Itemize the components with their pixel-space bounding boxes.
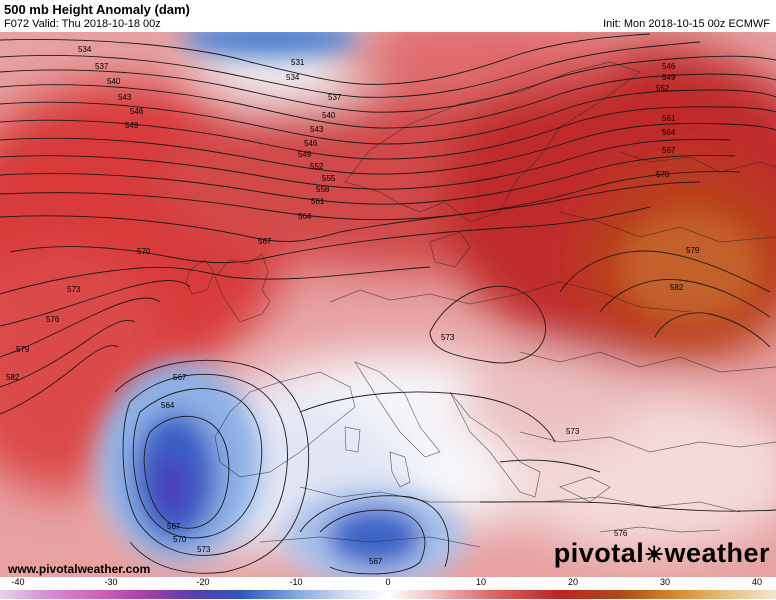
contour-label: 573 (197, 545, 211, 554)
contour-label: 543 (118, 93, 132, 102)
colorbar-tick: -20 (196, 577, 210, 587)
contour-label: 564 (161, 401, 175, 410)
contour-label: 552 (310, 162, 324, 171)
height-contours (0, 33, 776, 575)
colorbar-tick: -10 (289, 577, 303, 587)
contour-label: 567 (173, 373, 187, 382)
map-header: 500 mb Height Anomaly (dam) F072 Valid: … (0, 0, 776, 32)
contour-label: 549 (125, 121, 139, 130)
colorbar: -40 -30 -20 -10 0 10 20 30 40 (0, 577, 776, 600)
brand-word-left: pivotal (553, 538, 645, 568)
contour-label: 543 (310, 125, 324, 134)
contour-label: 567 (258, 237, 272, 246)
contour-label: 573 (566, 427, 580, 436)
contour-label: 540 (107, 77, 121, 86)
colorbar-tick: 20 (567, 577, 579, 587)
contour-label: 546 (130, 107, 144, 116)
contour-label: 561 (311, 197, 325, 206)
contour-label: 540 (322, 111, 336, 120)
brand-logo: pivotal☀weather (554, 538, 770, 569)
contour-label: 561 (662, 114, 676, 123)
contour-label: 579 (686, 246, 700, 255)
contour-label: 555 (322, 174, 336, 183)
contour-label: 573 (441, 333, 455, 342)
colorbar-ticks: -40 -30 -20 -10 0 10 20 30 40 (0, 577, 776, 589)
colorbar-tick: 10 (475, 577, 487, 587)
sun-icon: ☀ (644, 542, 665, 567)
contour-label: 570 (137, 247, 151, 256)
contour-label: 552 (656, 84, 670, 93)
contour-label: 537 (328, 93, 342, 102)
map-title: 500 mb Height Anomaly (dam) (4, 2, 190, 17)
contour-label: 537 (95, 62, 109, 71)
contour-label: 558 (316, 185, 330, 194)
contour-label: 546 (662, 62, 676, 71)
contour-label: 534 (78, 45, 92, 54)
contour-labels: 534 537 540 543 546 549 531 534 537 540 … (6, 45, 700, 566)
contour-label: 579 (16, 345, 30, 354)
colorbar-strip (0, 590, 776, 599)
contour-label: 570 (173, 535, 187, 544)
coastlines (185, 61, 776, 548)
contour-label: 582 (670, 283, 684, 292)
colorbar-tick: 0 (385, 577, 391, 587)
init-time: Init: Mon 2018-10-15 00z ECMWF (603, 18, 770, 30)
colorbar-tick: -30 (104, 577, 118, 587)
contour-label: 567 (167, 522, 181, 531)
contour-label: 531 (291, 58, 305, 67)
contour-label: 567 (662, 146, 676, 155)
contour-label: 549 (662, 73, 676, 82)
height-anomaly-map: 534 537 540 543 546 549 531 534 537 540 … (0, 32, 776, 577)
colorbar-tick: 40 (751, 577, 763, 587)
map-canvas: 534 537 540 543 546 549 531 534 537 540 … (0, 32, 776, 577)
colorbar-tick: -40 (11, 577, 25, 587)
contour-label: 576 (614, 529, 628, 538)
contour-label: 549 (298, 150, 312, 159)
contour-label: 570 (656, 170, 670, 179)
website-watermark: www.pivotalweather.com (8, 562, 151, 576)
brand-word-right: weather (664, 538, 770, 568)
contour-label: 564 (298, 212, 312, 221)
contour-label: 534 (286, 73, 300, 82)
contour-label: 582 (6, 373, 20, 382)
colorbar-tick: 30 (659, 577, 671, 587)
valid-time: F072 Valid: Thu 2018-10-18 00z (4, 18, 161, 30)
contour-label: 576 (46, 315, 60, 324)
contour-label: 567 (369, 557, 383, 566)
contour-label: 573 (67, 285, 81, 294)
contour-label: 546 (304, 139, 318, 148)
contour-label: 564 (662, 128, 676, 137)
